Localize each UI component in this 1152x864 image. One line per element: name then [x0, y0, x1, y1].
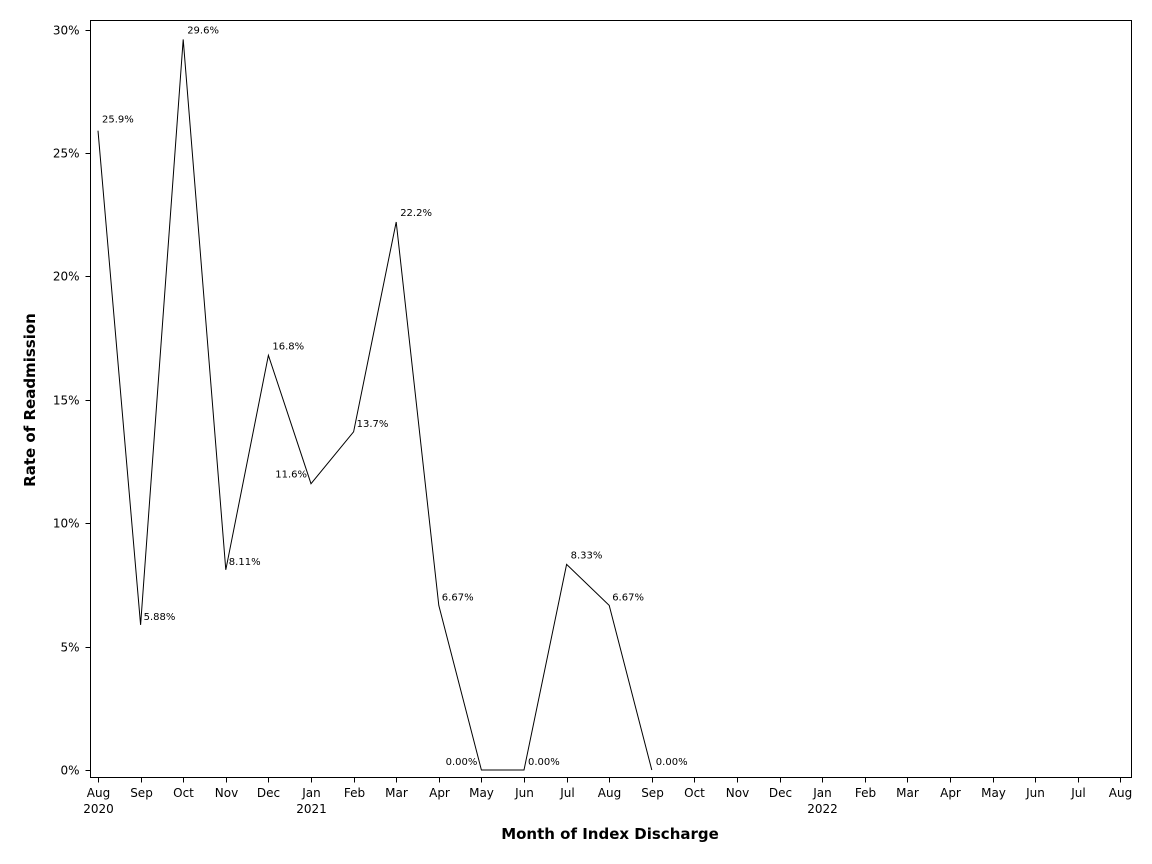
- x-tick-label: Oct: [684, 786, 705, 800]
- x-tick-label: Nov: [726, 786, 749, 800]
- data-label: 22.2%: [400, 208, 432, 219]
- x-tick-label: Jan: [812, 786, 832, 800]
- series-line: [97, 39, 653, 771]
- x-year-label: 2020: [83, 802, 114, 816]
- y-tick-label: 15%: [53, 394, 80, 408]
- data-label: 0.00%: [528, 757, 560, 768]
- x-tick-label: Dec: [769, 786, 792, 800]
- x-axis-title: Month of Index Discharge: [501, 825, 719, 843]
- x-year-label: 2021: [296, 802, 327, 816]
- y-tick-label: 0%: [60, 764, 79, 778]
- y-axis-title: Rate of Readmission: [21, 313, 39, 487]
- data-labels: 25.9% 5.88% 29.6% 8.11% 16.8% 11.6% 13.7% 22.2%…: [102, 25, 688, 768]
- y-tick-label: 10%: [53, 517, 80, 531]
- x-tick-label: Aug: [87, 786, 110, 800]
- x-tick-label: Mar: [896, 786, 919, 800]
- x-tick-label: Sep: [130, 786, 153, 800]
- data-label: 0.00%: [656, 757, 688, 768]
- x-tick-label: Dec: [257, 786, 280, 800]
- x-tick-label: Jun: [1025, 786, 1045, 800]
- x-tick-label: Aug: [598, 786, 621, 800]
- data-label: 8.33%: [571, 550, 603, 561]
- data-label: 6.67%: [612, 592, 644, 603]
- data-label: 11.6%: [275, 470, 307, 481]
- data-label: 6.67%: [442, 592, 474, 603]
- data-label: 8.11%: [229, 557, 261, 568]
- data-label: 16.8%: [272, 341, 304, 352]
- x-tick-label: Sep: [641, 786, 664, 800]
- x-tick-label: Apr: [940, 786, 961, 800]
- y-tick-label: 25%: [53, 147, 80, 161]
- x-tick-label: May: [981, 786, 1006, 800]
- x-tick-label: Jun: [514, 786, 534, 800]
- x-tick-label: Mar: [385, 786, 408, 800]
- series-group: [97, 39, 653, 771]
- x-tick-label: Apr: [429, 786, 450, 800]
- data-label: 29.6%: [187, 25, 219, 36]
- x-tick-label: Aug: [1109, 786, 1132, 800]
- y-axis: 0% 5% 10% 15% 20% 25% 30%: [53, 24, 91, 778]
- data-label: 13.7%: [357, 419, 389, 430]
- data-label: 25.9%: [102, 115, 134, 126]
- y-tick-label: 30%: [53, 24, 80, 38]
- x-tick-label: Jul: [559, 786, 574, 800]
- x-tick-label: Jan: [301, 786, 321, 800]
- data-label: 5.88%: [144, 612, 176, 623]
- data-label: 0.00%: [446, 757, 478, 768]
- x-axis: Aug 2020 Sep Oct Nov Dec Jan 2021 Feb Mar Apr May Ju…: [83, 777, 1132, 816]
- x-tick-label: Feb: [344, 786, 365, 800]
- x-tick-label: Oct: [173, 786, 194, 800]
- y-tick-label: 20%: [53, 270, 80, 284]
- x-tick-label: May: [469, 786, 494, 800]
- x-tick-label: Jul: [1070, 786, 1085, 800]
- x-year-label: 2022: [807, 802, 838, 816]
- x-tick-label: Feb: [855, 786, 876, 800]
- y-tick-label: 5%: [60, 641, 79, 655]
- x-tick-label: Nov: [215, 786, 238, 800]
- plot-frame: [90, 20, 1132, 778]
